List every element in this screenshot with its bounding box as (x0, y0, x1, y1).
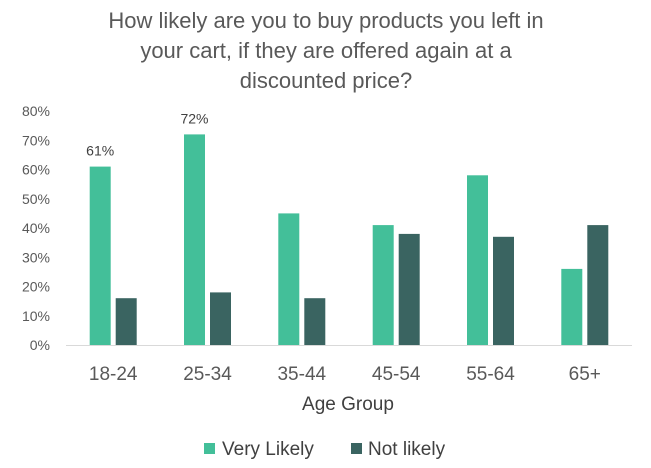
y-tick-label-40: 40% (22, 220, 50, 236)
bar-not-likely-55-64 (493, 236, 514, 345)
legend: Very Likely Not likely (204, 439, 446, 460)
bar-very-likely-45-54 (372, 225, 394, 345)
legend-swatch-not-likely (351, 443, 362, 454)
y-tick-label-20: 20% (22, 279, 50, 295)
data-label-18-24: 61% (86, 143, 114, 159)
bar-very-likely-35-44 (278, 213, 300, 345)
legend-label-very-likely: Very Likely (222, 439, 314, 460)
x-tick-label-35-44: 35-44 (277, 364, 326, 385)
chart-title: How likely are you to buy products you l… (108, 8, 543, 93)
bar-very-likely-18-24 (89, 166, 111, 345)
bar-not-likely-35-44 (304, 298, 326, 345)
y-tick-label-60: 60% (22, 162, 50, 178)
chart-title-line-3: discounted price? (240, 68, 412, 93)
x-axis-title: Age Group (302, 394, 394, 415)
data-labels: 61% 72% (86, 110, 208, 158)
y-tick-label-10: 10% (22, 308, 50, 324)
x-tick-label-55-64: 55-64 (466, 364, 515, 385)
x-axis: 18-24 25-34 35-44 45-54 55-64 65+ Age Group (66, 345, 632, 415)
x-tick-label-65+: 65+ (569, 364, 601, 385)
y-tick-label-0: 0% (30, 337, 50, 353)
bar-very-likely-25-34 (184, 134, 205, 345)
y-tick-label-80: 80% (22, 103, 50, 119)
bar-not-likely-25-34 (210, 292, 231, 345)
data-label-25-34: 72% (180, 110, 208, 126)
y-tick-label-50: 50% (22, 191, 50, 207)
x-tick-label-18-24: 18-24 (89, 364, 138, 385)
x-tick-label-25-34: 25-34 (183, 364, 232, 385)
bar-not-likely-18-24 (115, 298, 137, 345)
bar-very-likely-55-64 (467, 175, 488, 345)
bar-not-likely-45-54 (398, 233, 420, 345)
bar-very-likely-65+ (561, 268, 583, 345)
bars (89, 134, 609, 345)
y-tick-label-70: 70% (22, 132, 50, 148)
y-tick-label-30: 30% (22, 249, 50, 265)
legend-label-not-likely: Not likely (368, 439, 446, 460)
y-axis: 0% 10% 20% 30% 40% 50% 60% 70% 80% (22, 103, 50, 353)
x-tick-label-45-54: 45-54 (372, 364, 421, 385)
legend-swatch-very-likely (204, 443, 215, 454)
bar-not-likely-65+ (587, 225, 609, 345)
chart-title-line-1: How likely are you to buy products you l… (108, 8, 543, 33)
chart-title-line-2: your cart, if they are offered again at … (140, 38, 512, 63)
